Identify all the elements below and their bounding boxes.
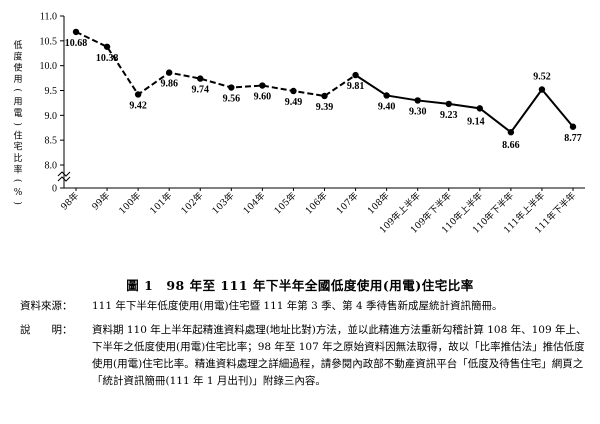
y-axis-label-char: 用	[13, 74, 22, 85]
y-axis-label-char: 比	[13, 152, 22, 164]
y-axis: 8.0 8.5 9.0 9.5 10.0 10.5 11.0 0	[40, 12, 71, 195]
y-axis-label-char: 度	[13, 50, 22, 62]
data-label: 9.74	[192, 85, 210, 96]
y-axis-label-char: 宅	[13, 141, 22, 153]
data-point	[383, 92, 390, 99]
data-point	[103, 43, 111, 50]
y-axis-label-char: 住	[13, 129, 22, 141]
x-tick-label: 106年	[303, 190, 330, 217]
y-tick-label-zero: 0	[52, 184, 57, 195]
y-axis-label-char: 低	[13, 39, 22, 51]
y-axis-label-char: (	[12, 88, 23, 92]
series-line-dashed	[75, 30, 357, 98]
data-label: 8.77	[564, 133, 582, 144]
x-tick-label: 104年	[240, 190, 267, 217]
data-label: 9.86	[160, 79, 178, 90]
data-points	[72, 28, 577, 136]
data-label: 9.52	[533, 72, 551, 83]
data-point	[507, 129, 515, 136]
data-label: 9.56	[223, 94, 241, 105]
y-tick-label: 8.0	[45, 161, 58, 172]
data-label: 8.66	[502, 140, 520, 151]
data-point	[72, 28, 80, 36]
x-tick-label: 99年	[89, 190, 112, 213]
data-label: 10.38	[96, 53, 119, 64]
x-axis: 98年 99年 100年 101年 102年 103年 104年 105年 106年 107年 10…	[58, 187, 585, 236]
data-label: 9.42	[129, 100, 147, 111]
data-point	[165, 69, 173, 76]
data-point	[569, 123, 577, 130]
data-label: 9.23	[440, 110, 458, 121]
y-axis-label-char: (	[12, 179, 23, 183]
data-label: 9.14	[467, 116, 485, 127]
figure-title: 圖 1 98 年至 111 年下半年全國低度使用(用電)住宅比率	[126, 278, 474, 293]
y-tick-label: 10.0	[40, 61, 58, 72]
series-line-solid	[355, 74, 574, 134]
y-axis-label-char: 用	[13, 97, 22, 108]
data-point	[538, 86, 546, 93]
data-label: 9.81	[347, 81, 365, 92]
data-point	[197, 75, 204, 82]
source-label: 資料來源：	[20, 300, 73, 312]
y-axis-label: 低度使用(用電)住宅比率(%)	[12, 39, 23, 205]
x-tick-label: 98年	[58, 190, 81, 213]
data-label: 9.49	[285, 97, 303, 108]
y-tick-label: 10.5	[40, 36, 58, 47]
y-tick-label: 8.5	[45, 136, 58, 147]
data-label: 9.60	[254, 92, 272, 103]
series-line	[75, 30, 574, 134]
explanation-label: 說 明：	[20, 324, 73, 336]
x-tick-label: 102年	[178, 190, 205, 217]
data-labels: 10.68 10.38 9.42 9.86 9.74 9.56 9.60 9.49 9.39 9.…	[65, 38, 582, 151]
data-point	[414, 97, 421, 104]
x-tick-label: 101年	[147, 190, 174, 217]
data-point	[352, 71, 359, 79]
data-label: 9.30	[409, 106, 427, 117]
data-point	[290, 87, 297, 95]
data-point	[476, 105, 484, 112]
source-text: 111 年下半年低度使用(用電)住宅暨 111 年第 3 季、第 4 季待售新成…	[92, 300, 503, 312]
axis-break-mark	[57, 171, 71, 177]
x-tick-label: 103年	[209, 190, 236, 217]
y-axis-label-char: 率	[13, 163, 22, 175]
y-tick-label: 9.5	[45, 86, 58, 97]
explanation-text: 資料期 110 年上半年起精進資料處理(地址比對)方法，並以此精進方法重新勾稽計…	[92, 324, 587, 387]
line-chart: 低度使用(用電)住宅比率(%) 8.08.59.09.510.010.511.0…	[12, 12, 585, 236]
data-point	[228, 84, 235, 91]
data-point	[445, 100, 452, 108]
y-tick-label: 9.0	[45, 111, 58, 122]
y-axis-label-char: 使	[13, 62, 22, 74]
y-axis-label-char: 電	[13, 108, 22, 119]
x-tick-label: 105年	[272, 190, 299, 217]
data-point	[134, 91, 142, 98]
data-point	[321, 92, 328, 100]
x-tick-label: 107年	[334, 190, 361, 217]
axis-break-mark	[57, 176, 71, 182]
data-label: 10.68	[65, 38, 88, 49]
data-label: 9.40	[378, 101, 396, 112]
y-axis-label-char: )	[12, 201, 23, 205]
y-axis-label-char: )	[12, 122, 23, 126]
data-point	[259, 82, 266, 89]
x-tick-label: 108年	[365, 190, 392, 217]
x-tick-label: 100年	[116, 190, 143, 217]
y-tick-label: 11.0	[40, 12, 57, 23]
data-label: 9.39	[316, 102, 334, 113]
y-axis-label-char: %	[14, 188, 23, 198]
